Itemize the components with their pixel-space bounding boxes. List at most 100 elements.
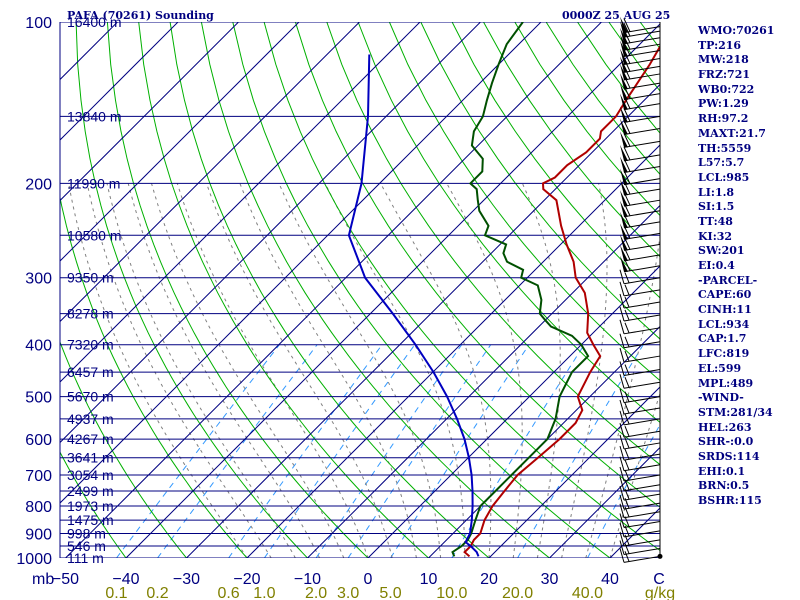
pressure-tick-label: 1000 xyxy=(16,551,52,568)
temperature-tick-label: −10 xyxy=(294,571,321,588)
parameter-line: LI:1.8 xyxy=(698,185,735,199)
parameter-line: SI:1.5 xyxy=(698,200,735,214)
parameter-line: CINH:11 xyxy=(698,303,752,317)
mixing-ratio-tick-label: 0.1 xyxy=(105,585,127,600)
parameter-line: RH:97.2 xyxy=(698,112,749,126)
temperature-tick-label: −50 xyxy=(52,571,79,588)
wind-barb xyxy=(619,333,661,349)
temperature-tick-label: 40 xyxy=(601,571,619,588)
wind-barb xyxy=(619,269,661,285)
mixing-ratio-tick-label: 3.0 xyxy=(337,585,359,600)
parameter-line: CAPE:60 xyxy=(698,288,752,302)
isotherm-line xyxy=(60,22,542,504)
wind-barb xyxy=(619,293,661,309)
isotherm-line xyxy=(60,22,481,444)
isotherm-line xyxy=(488,386,660,558)
wind-barb xyxy=(619,513,661,529)
mixing-ratio-tick-label: 0.6 xyxy=(217,585,239,600)
wind-barb xyxy=(620,93,661,111)
isotherm-line xyxy=(60,22,300,262)
parcel-line xyxy=(347,54,480,557)
height-label: 1475 m xyxy=(67,512,114,528)
wind-barb xyxy=(619,410,661,426)
isotherm-line xyxy=(246,144,660,558)
wind-barb xyxy=(620,40,661,57)
height-label: 7320 m xyxy=(67,337,114,353)
temperature-line xyxy=(463,44,660,558)
wind-barb xyxy=(620,223,661,240)
height-label: 9350 m xyxy=(67,270,114,286)
wind-barb xyxy=(620,190,661,207)
parameter-line: MAXT:21.7 xyxy=(698,126,766,140)
wind-barb xyxy=(619,503,661,519)
isotherm-line xyxy=(186,83,660,558)
height-label: 998 m xyxy=(67,525,106,541)
wind-barb xyxy=(620,200,661,218)
parameter-line: MPL:489 xyxy=(698,376,754,390)
parameter-line: L57:5.7 xyxy=(698,156,745,170)
parameter-line: EL:599 xyxy=(698,361,742,375)
pressure-tick-label: 900 xyxy=(25,526,52,543)
wind-barb xyxy=(619,531,661,547)
parameter-line: EHI:0.1 xyxy=(698,464,746,478)
parameter-line: LCL:934 xyxy=(698,317,750,331)
wind-barb xyxy=(620,48,661,66)
temperature-tick-label: −40 xyxy=(112,571,139,588)
wind-barb xyxy=(619,540,661,555)
wind-barb xyxy=(620,118,661,135)
isotherm-line xyxy=(60,22,239,202)
height-label: 11990 m xyxy=(67,175,120,191)
parameter-line: STM:281/34 xyxy=(698,405,773,419)
moist-adiabat-line xyxy=(151,183,345,558)
moist-adiabat-line xyxy=(206,183,393,558)
pressure-tick-label: 300 xyxy=(25,271,52,288)
wind-barb xyxy=(619,306,661,322)
mixing-ratio-tick-label: 2.0 xyxy=(305,585,327,600)
mixing-ratio-tick-label: 20.0 xyxy=(502,585,533,600)
height-label: 13840 m xyxy=(67,108,121,124)
wind-barb xyxy=(619,281,661,297)
wind-barb xyxy=(619,388,661,404)
parameter-line: LCL:985 xyxy=(698,170,750,184)
parameter-line: WB0:722 xyxy=(698,82,755,96)
surface-wind-marker xyxy=(657,553,663,559)
parameter-line: EI:0.4 xyxy=(698,259,735,272)
height-label: 4937 m xyxy=(67,411,114,427)
height-label: 546 m xyxy=(67,538,106,554)
pressure-tick-label: 100 xyxy=(25,15,52,32)
height-label: 3641 m xyxy=(67,450,114,466)
wind-barb xyxy=(620,106,661,123)
mixing-ratio-tick-label: 1.0 xyxy=(253,585,275,600)
pressure-unit-label: mb xyxy=(32,571,54,588)
parameter-line: PW:1.29 xyxy=(698,97,749,111)
wind-barb xyxy=(619,456,661,472)
wind-barb xyxy=(620,156,661,173)
isotherm-line xyxy=(60,22,179,141)
parameter-line: SW:201 xyxy=(698,244,745,258)
wind-barb xyxy=(620,131,661,148)
mixing-ratio-unit-label: g/kg xyxy=(645,585,675,600)
wind-barb xyxy=(619,445,661,461)
temperature-tick-label: −20 xyxy=(233,571,260,588)
parameter-line: KI:32 xyxy=(698,229,733,243)
wind-barb xyxy=(620,234,661,251)
mixing-ratio-tick-label: 5.0 xyxy=(379,585,401,600)
plot-area xyxy=(60,22,660,558)
temperature-tick-label: 10 xyxy=(420,571,438,588)
height-label: 10580 m xyxy=(67,227,121,243)
isotherm-line xyxy=(65,22,602,558)
dewpoint-line xyxy=(451,22,590,557)
height-label: 5670 m xyxy=(67,389,114,405)
height-label: 3054 m xyxy=(67,467,114,483)
wind-barb xyxy=(619,423,661,438)
pressure-tick-label: 600 xyxy=(25,432,52,449)
wind-barb xyxy=(619,361,661,377)
wind-barb xyxy=(620,168,661,186)
mixing-ratio-tick-label: 10.0 xyxy=(436,585,467,600)
isotherm-line xyxy=(367,265,660,558)
pressure-tick-label: 700 xyxy=(25,468,52,485)
temperature-tick-label: 0 xyxy=(364,571,373,588)
wind-barb xyxy=(620,73,661,90)
wind-barb xyxy=(619,374,661,389)
